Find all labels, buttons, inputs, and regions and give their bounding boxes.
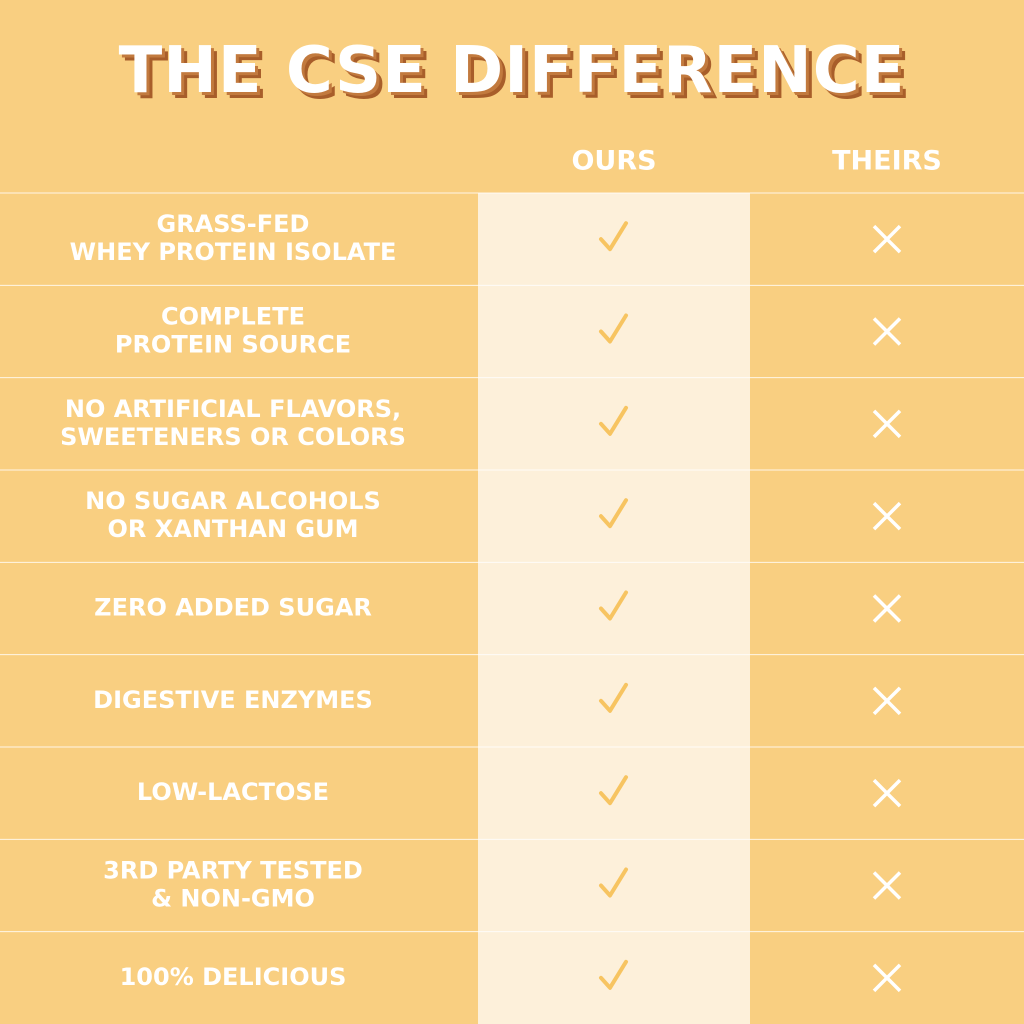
check-icon <box>599 221 628 252</box>
check-icon <box>599 405 628 436</box>
check-icon <box>599 775 628 806</box>
x-icon <box>872 871 902 900</box>
feature-label: DIGESTIVE ENZYMES <box>93 686 373 714</box>
x-icon <box>872 963 902 993</box>
check-icon <box>599 590 628 621</box>
feature-label: PROTEIN SOURCE <box>115 331 351 359</box>
feature-label: NO ARTIFICIAL FLAVORS, <box>65 395 401 423</box>
title: THE CSE DIFFERENCE <box>118 34 906 108</box>
check-icon <box>599 959 628 990</box>
feature-label: ZERO ADDED SUGAR <box>94 594 372 622</box>
x-icon <box>872 224 902 254</box>
x-icon <box>872 686 902 716</box>
feature-label: WHEY PROTEIN ISOLATE <box>70 238 397 266</box>
feature-label: GRASS-FED <box>157 210 310 238</box>
x-icon <box>872 778 902 808</box>
feature-label: SWEETENERS OR COLORS <box>60 423 406 451</box>
check-icon <box>599 498 628 529</box>
feature-label: COMPLETE <box>161 303 305 331</box>
feature-label: OR XANTHAN GUM <box>108 515 359 543</box>
x-icon <box>872 501 902 531</box>
feature-label: 3RD PARTY TESTED <box>103 857 363 885</box>
x-icon <box>872 594 902 623</box>
feature-label: LOW-LACTOSE <box>137 778 329 806</box>
feature-label: 100% DELICIOUS <box>120 963 347 991</box>
column-header: OURS <box>571 146 656 177</box>
column-header: THEIRS <box>832 146 942 177</box>
x-icon <box>872 317 902 346</box>
check-icon <box>599 867 628 898</box>
check-icon <box>599 313 628 344</box>
feature-label: NO SUGAR ALCOHOLS <box>85 487 381 515</box>
feature-label: & NON-GMO <box>151 885 315 913</box>
x-icon <box>872 409 902 439</box>
check-icon <box>599 682 628 713</box>
